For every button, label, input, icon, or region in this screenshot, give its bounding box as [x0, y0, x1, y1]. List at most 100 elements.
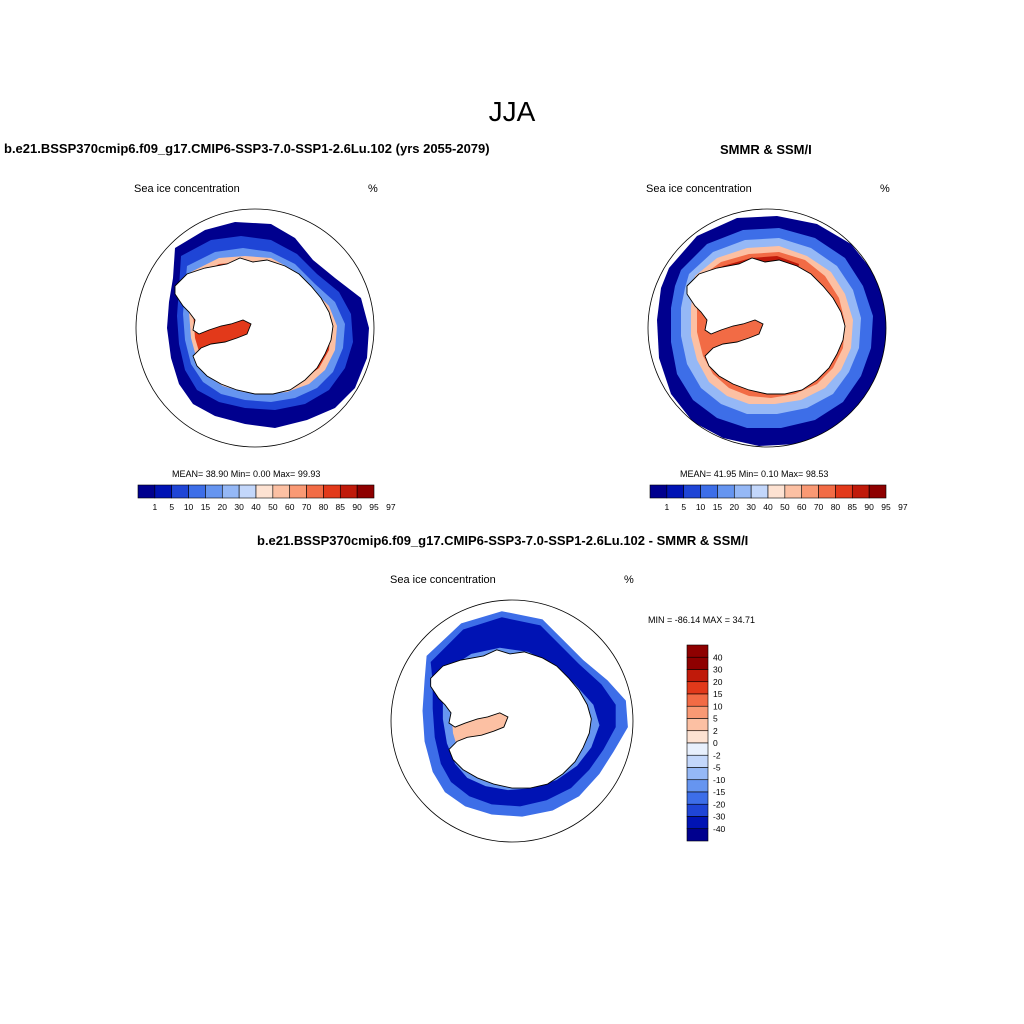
- panel-3-variable: Sea ice concentration: [390, 574, 496, 586]
- panel-2-colorbar-box-4: [717, 484, 735, 499]
- panel-2-colorbar-box-11: [835, 484, 853, 499]
- panel-1-antarctica-coastline: [174, 257, 334, 395]
- panel-2-colorbar-box-9: [801, 484, 819, 499]
- panel-2-colorbar-box-0: [649, 484, 668, 499]
- panel-2-colorbar: 1 5 10 15 20 30 40 50 60 70 80 85 90 95 97: [649, 484, 908, 512]
- panel-3-colorbar-box-13: [686, 803, 709, 817]
- panel-1-colorbar-box-3: [188, 484, 206, 499]
- panel-2-colorbar-box-1: [666, 484, 685, 499]
- panel-2-map-boundary: [647, 208, 887, 448]
- panel-3-colorbar-label-2: 20: [713, 677, 723, 687]
- panel-2-colorbar-box-3: [700, 484, 718, 499]
- panel-1-colorbar-label-0: 1: [152, 502, 157, 512]
- panel-2-colorbar-box-2: [683, 484, 701, 499]
- panel-1-colorbar-label-6: 40: [251, 502, 261, 512]
- panel-3-polar-map: [390, 599, 634, 843]
- panel-1-variable: Sea ice concentration: [134, 183, 240, 195]
- panel-1-colorbar-label-1: 5: [169, 502, 174, 512]
- panel-1-colorbar-box-9: [289, 484, 307, 499]
- panel-1-colorbar-box-0: [137, 484, 156, 499]
- panel-2-colorbar-label-12: 90: [864, 502, 874, 512]
- panel-2-colorbar-label-8: 60: [797, 502, 807, 512]
- panel-1-colorbar-label-3: 15: [201, 502, 211, 512]
- panel-2-colorbar-box-12: [851, 484, 870, 499]
- panel-1-colorbar-box-1: [154, 484, 173, 499]
- panel-1-colorbar-box-2: [171, 484, 189, 499]
- panel-1-colorbar-box-13: [356, 484, 375, 499]
- panel-1-title: b.e21.BSSP370cmip6.f09_g17.CMIP6-SSP3-7.…: [4, 141, 490, 156]
- panel-3-colorbar-label-11: -15: [713, 787, 726, 797]
- panel-3-colorbar-box-4: [686, 693, 709, 707]
- panel-3-colorbar-label-5: 5: [713, 714, 718, 724]
- panel-1-units: %: [368, 183, 378, 195]
- panel-1-polar-map: [135, 208, 375, 448]
- panel-3-title: b.e21.BSSP370cmip6.f09_g17.CMIP6-SSP3-7.…: [257, 533, 749, 548]
- panel-3-colorbar-label-12: -20: [713, 799, 726, 809]
- panel-2-colorbar-box-10: [818, 484, 836, 499]
- panel-2-colorbar-label-4: 20: [730, 502, 740, 512]
- panel-3-colorbar-box-12: [686, 791, 709, 805]
- panel-3-colorbar-box-5: [686, 705, 709, 719]
- panel-1-colorbar: 1 5 10 15 20 30 40 50 60 70 80 85 90 95 97: [137, 484, 396, 512]
- panel-2-polar-map: [647, 208, 887, 448]
- season-title: JJA: [488, 96, 536, 127]
- panel-3-colorbar-box-10: [686, 767, 709, 781]
- panel-3-colorbar-label-13: -30: [713, 812, 726, 822]
- panel-3-colorbar-label-1: 30: [713, 665, 723, 675]
- panel-1-colorbar-label-2: 10: [184, 502, 194, 512]
- panel-2-colorbar-label-11: 85: [848, 502, 858, 512]
- panel-3-colorbar-box-9: [686, 754, 709, 768]
- panel-3-colorbar-box-0: [686, 644, 709, 658]
- panel-3-colorbar-label-8: -2: [713, 750, 721, 760]
- panel-2-colorbar-label-5: 30: [746, 502, 756, 512]
- panel-3-antarctica-coastline: [430, 649, 592, 789]
- panel-3-colorbar-label-14: -40: [713, 824, 726, 834]
- panel-2-colorbar-label-10: 80: [831, 502, 841, 512]
- panel-2-variable: Sea ice concentration: [646, 183, 752, 195]
- panel-1-colorbar-label-12: 90: [352, 502, 362, 512]
- panel-3-colorbar-box-2: [686, 669, 709, 683]
- panel-1-colorbar-box-5: [221, 484, 240, 499]
- panel-1-colorbar-box-10: [306, 484, 324, 499]
- panel-2-colorbar-box-13: [868, 484, 887, 499]
- panel-2-colorbar-box-7: [767, 484, 786, 499]
- panel-3-colorbar-box-15: [686, 828, 709, 842]
- panel-1-colorbar-label-5: 30: [234, 502, 244, 512]
- panel-2-colorbar-label-3: 15: [713, 502, 723, 512]
- panel-1-colorbar-label-8: 60: [285, 502, 295, 512]
- panel-3-colorbar-label-4: 10: [713, 701, 723, 711]
- panel-3-units: %: [624, 574, 634, 586]
- panel-2-colorbar-label-14: 97: [898, 502, 908, 512]
- panel-3-colorbar-label-6: 2: [713, 726, 718, 736]
- panel-3-map-boundary: [390, 599, 634, 843]
- panel-1-colorbar-label-14: 97: [386, 502, 396, 512]
- panel-3-colorbar-box-6: [686, 718, 709, 732]
- panel-1-colorbar-box-8: [272, 484, 291, 499]
- panel-3-colorbar-label-0: 40: [713, 652, 723, 662]
- panel-2-colorbar-label-6: 40: [763, 502, 773, 512]
- panel-3-colorbar-label-3: 15: [713, 689, 723, 699]
- panel-3-colorbar-label-10: -10: [713, 775, 726, 785]
- panel-2-antarctica-coastline: [686, 257, 846, 395]
- panel-2-colorbar-label-13: 95: [881, 502, 891, 512]
- panel-3-colorbar-box-7: [686, 730, 709, 744]
- panel-2-units: %: [880, 183, 890, 195]
- panel-2-colorbar-label-7: 50: [780, 502, 790, 512]
- panel-2-colorbar-label-1: 5: [681, 502, 686, 512]
- panel-1-colorbar-box-6: [238, 484, 257, 499]
- panel-3-colorbar-box-3: [686, 681, 709, 695]
- panel-2-colorbar-label-9: 70: [814, 502, 824, 512]
- panel-3-colorbar-box-8: [686, 742, 709, 756]
- panel-1-colorbar-label-11: 85: [336, 502, 346, 512]
- panel-3-colorbar-label-7: 0: [713, 738, 718, 748]
- panel-2-stats: MEAN= 41.95 Min= 0.10 Max= 98.53: [680, 469, 829, 479]
- panel-1-colorbar-box-4: [205, 484, 223, 499]
- panel-2-colorbar-box-8: [784, 484, 803, 499]
- panel-1-colorbar-label-10: 80: [319, 502, 329, 512]
- panel-1-colorbar-label-13: 95: [369, 502, 379, 512]
- panel-3-colorbar-box-14: [686, 816, 709, 830]
- panel-3-colorbar-box-1: [686, 656, 709, 670]
- panel-2-colorbar-box-5: [733, 484, 752, 499]
- panel-2-title: SMMR & SSM/I: [720, 142, 812, 157]
